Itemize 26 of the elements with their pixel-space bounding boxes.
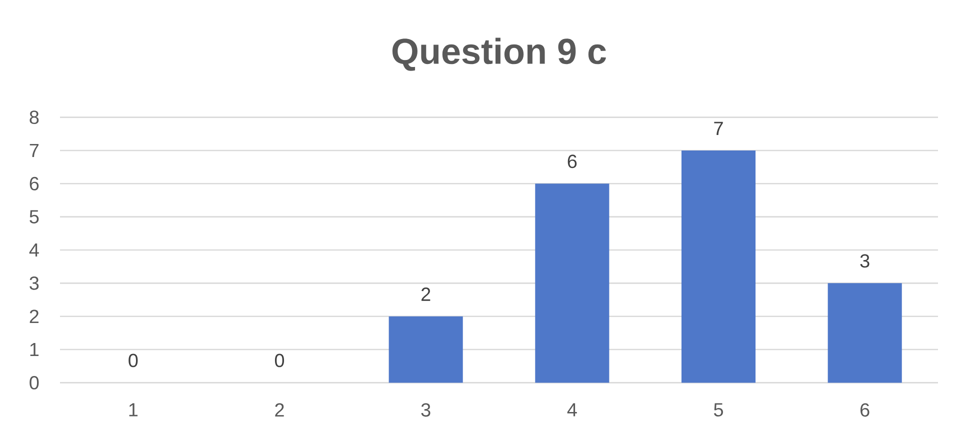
x-tick-label: 4: [567, 403, 577, 416]
y-tick-label: 0: [30, 376, 39, 390]
y-tick-label: 7: [30, 144, 39, 158]
y-tick-label: 3: [30, 276, 39, 290]
data-label: 3: [860, 254, 870, 268]
x-tick-label: 6: [860, 403, 870, 417]
data-label: 7: [714, 122, 723, 135]
x-tick-label: 1: [129, 403, 138, 416]
bar: [828, 283, 902, 383]
data-label: 0: [274, 354, 284, 368]
y-tick-label: 2: [30, 310, 39, 323]
data-label: 0: [128, 354, 138, 368]
chart-title: Question 9 c: [392, 38, 606, 71]
y-tick-label: 1: [30, 342, 39, 356]
data-label: 6: [568, 154, 577, 168]
bar: [535, 184, 610, 383]
x-tick-label: 3: [421, 403, 430, 417]
x-tick-label: 2: [275, 403, 284, 416]
y-tick-label: 6: [30, 176, 39, 190]
bar: [681, 150, 756, 383]
y-tick-label: 5: [30, 210, 39, 224]
y-tick-label: 8: [30, 110, 39, 124]
x-tick-label: 5: [714, 403, 723, 416]
bar: [388, 316, 463, 383]
y-tick-label: 4: [29, 243, 39, 257]
data-label: 2: [422, 288, 430, 301]
